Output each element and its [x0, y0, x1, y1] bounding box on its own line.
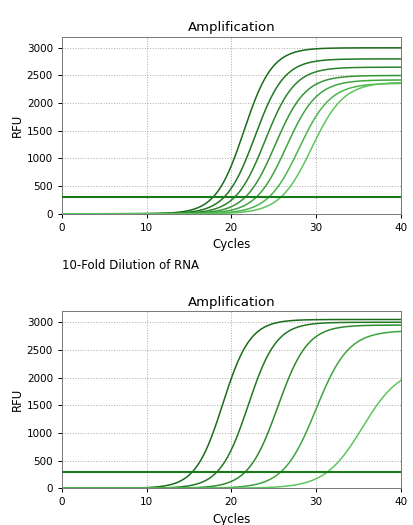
Text: 10-Fold Dilution of RNA: 10-Fold Dilution of RNA — [62, 259, 199, 272]
Y-axis label: RFU: RFU — [11, 388, 24, 412]
X-axis label: Cycles: Cycles — [212, 513, 250, 525]
Title: Amplification: Amplification — [188, 21, 275, 34]
Title: Amplification: Amplification — [188, 296, 275, 309]
X-axis label: Cycles: Cycles — [212, 238, 250, 251]
Y-axis label: RFU: RFU — [11, 113, 24, 137]
